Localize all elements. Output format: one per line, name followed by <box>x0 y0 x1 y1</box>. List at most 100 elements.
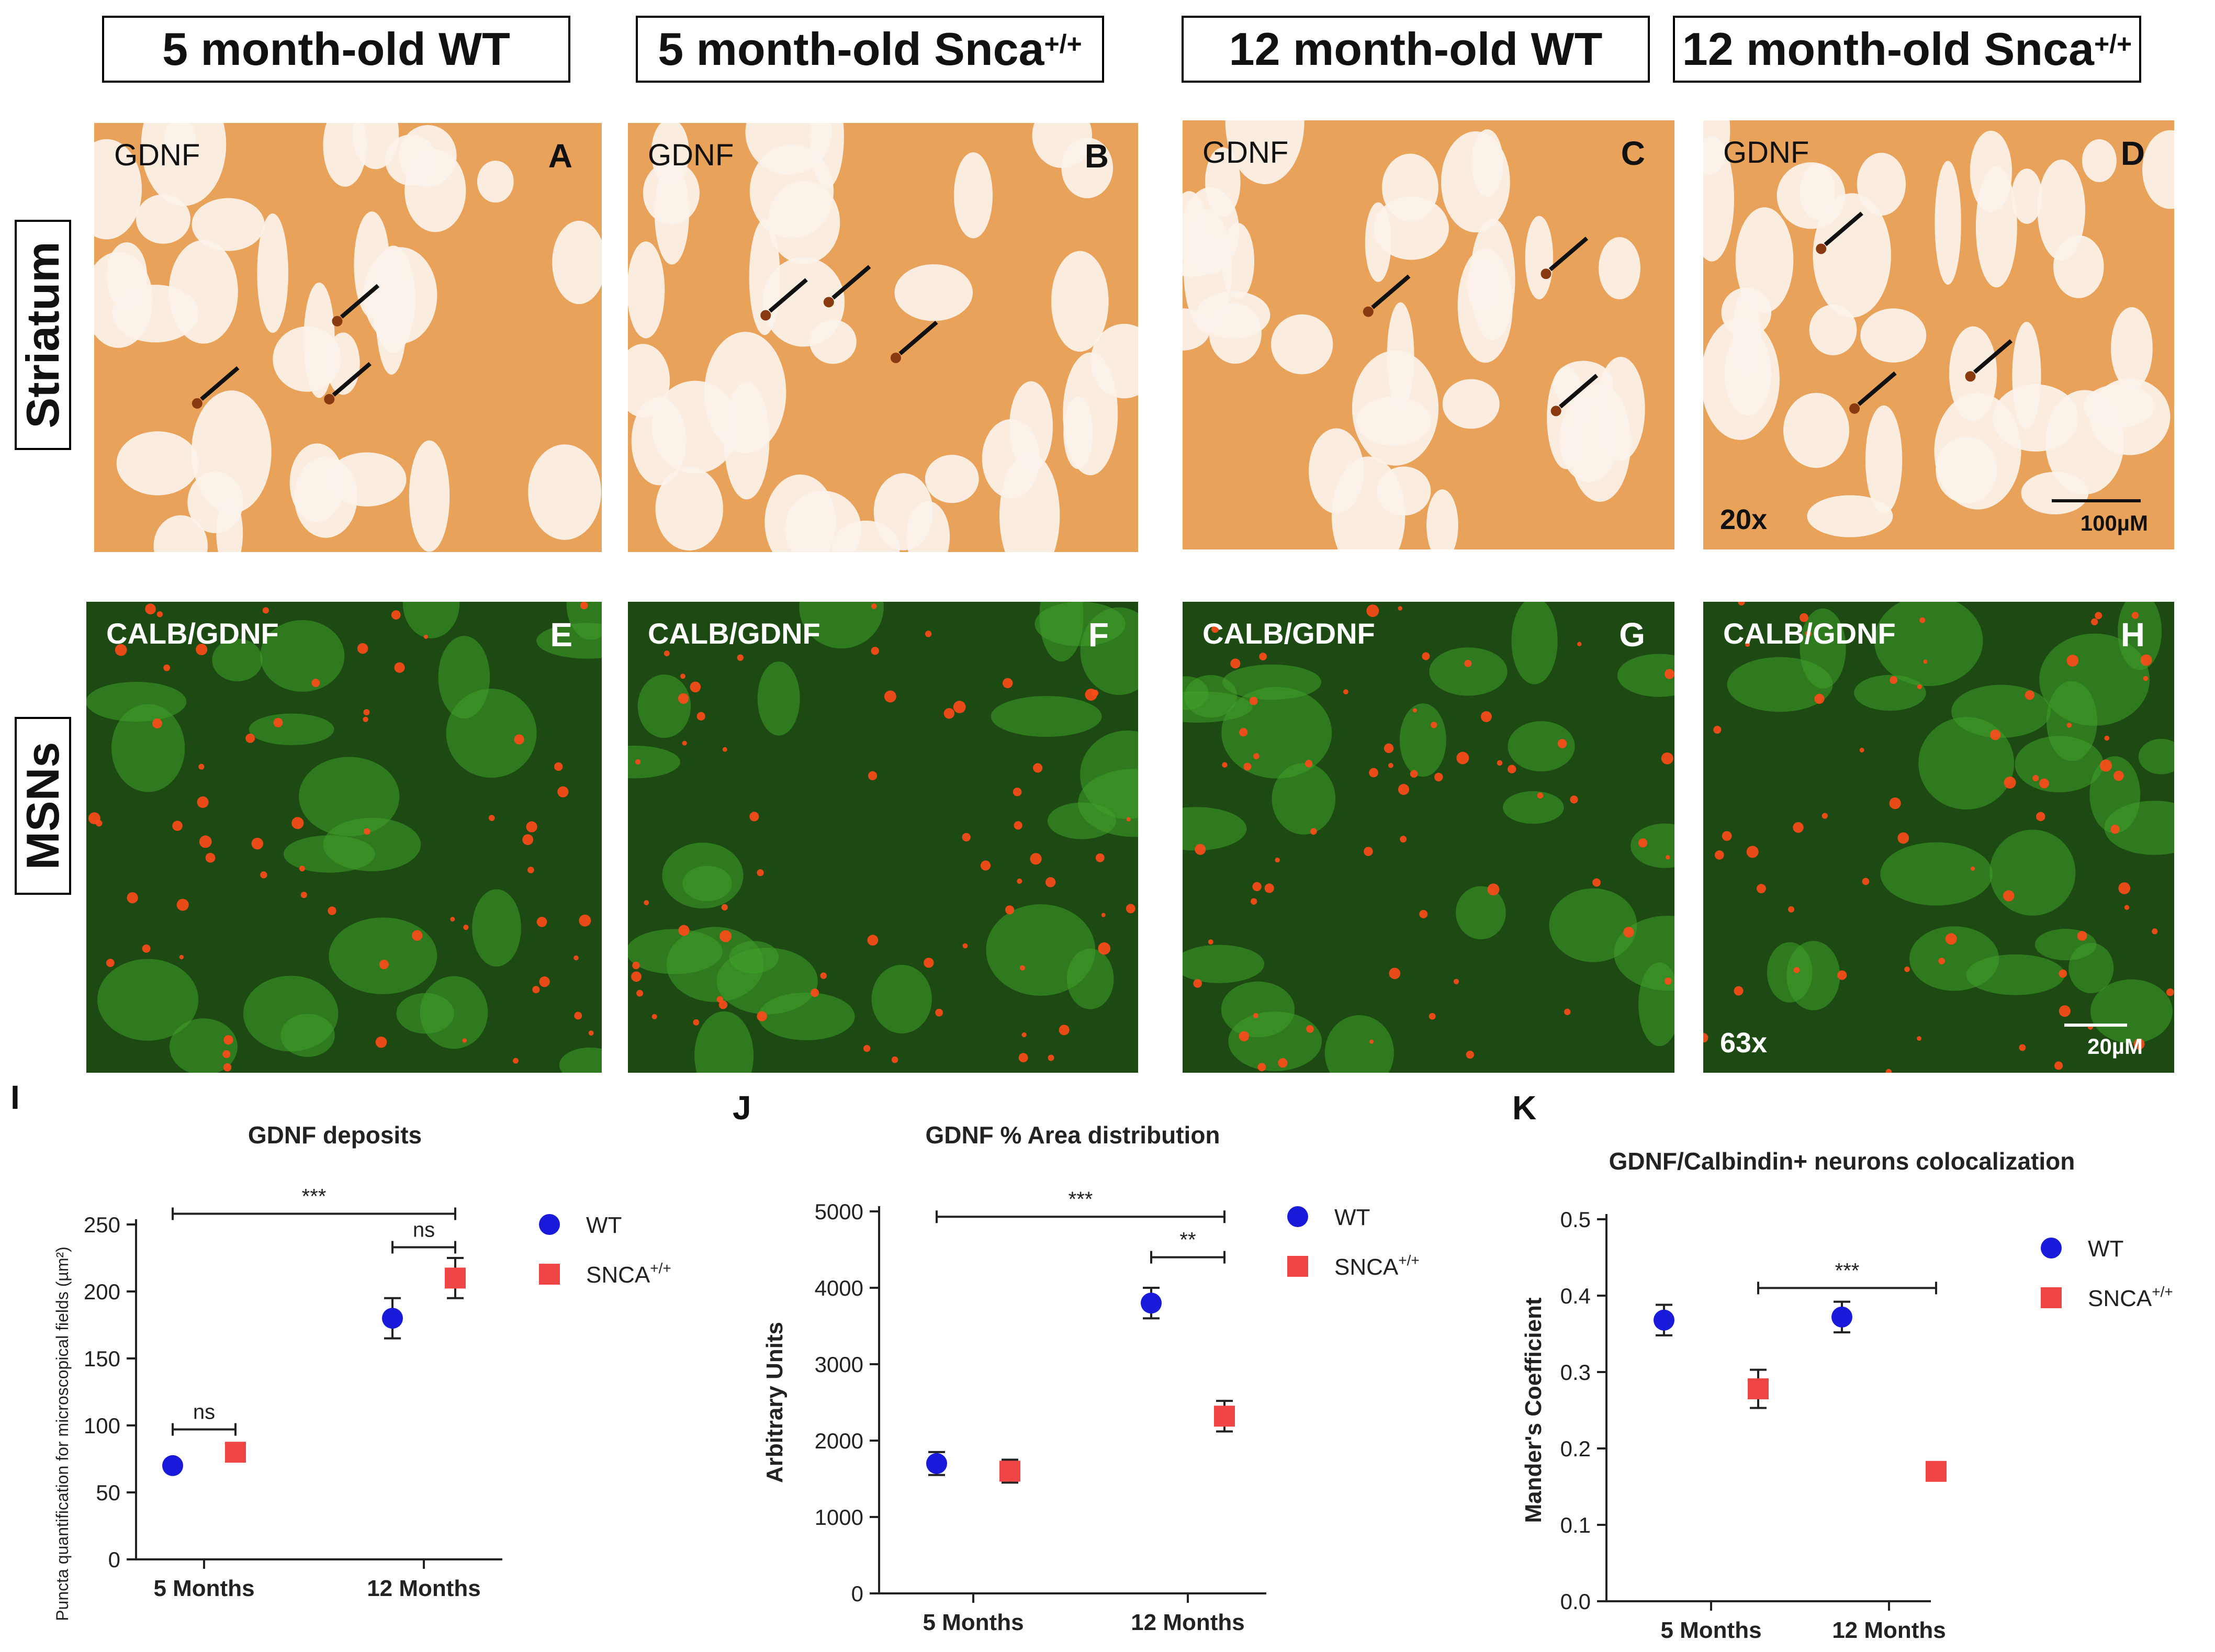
red-puncta <box>1101 913 1106 917</box>
arrow-indicator <box>1548 237 1589 272</box>
green-cell <box>559 1047 602 1073</box>
tissue-vacuole <box>323 123 367 187</box>
red-puncta <box>1793 967 1800 973</box>
column-header-text: 12 month-old Snca <box>1682 23 2094 75</box>
red-puncta <box>1885 1069 1892 1073</box>
red-puncta <box>580 602 588 610</box>
green-cell <box>1502 791 1564 824</box>
red-puncta <box>391 610 401 620</box>
red-puncta <box>1400 836 1407 843</box>
stained-cell <box>760 310 771 321</box>
tissue-vacuole <box>1599 237 1640 299</box>
green-cell <box>280 1014 335 1057</box>
micrograph-panel-b: GDNF B <box>628 123 1138 552</box>
red-puncta <box>2066 723 2072 728</box>
column-header-12mo-wt: 12 month-old WT <box>1182 16 1650 83</box>
tissue-vacuole <box>1051 251 1109 352</box>
red-puncta <box>1592 878 1601 887</box>
red-puncta <box>532 986 540 994</box>
tissue-vacuole <box>2045 390 2124 495</box>
red-puncta <box>176 898 189 911</box>
tissue-vacuole <box>528 444 601 540</box>
stained-cell <box>890 352 901 363</box>
fluorescence-panel-g: CALB/GDNF G <box>1183 602 1674 1073</box>
panel-letter: H <box>2120 616 2145 654</box>
red-puncta <box>197 796 209 808</box>
red-puncta <box>719 930 732 942</box>
red-puncta <box>2003 890 2015 902</box>
stained-cell <box>192 398 203 409</box>
red-puncta <box>690 681 701 693</box>
red-puncta <box>1480 711 1492 722</box>
micrograph-texture <box>1703 602 2174 1073</box>
red-puncta <box>588 1030 594 1036</box>
red-puncta <box>106 959 115 968</box>
data-point-snca <box>999 1460 1020 1482</box>
red-puncta <box>2019 1044 2026 1051</box>
tissue-vacuole <box>2142 130 2174 209</box>
stained-cell <box>1541 268 1551 279</box>
y-tick-label: 50 <box>96 1480 120 1505</box>
red-puncta <box>462 1038 467 1043</box>
stained-cell <box>1816 243 1827 254</box>
significance-label: ns <box>193 1401 215 1424</box>
x-tick-label: 12 Months <box>1131 1610 1245 1635</box>
red-puncta <box>179 954 184 960</box>
red-puncta <box>300 892 307 898</box>
red-puncta <box>1275 857 1280 863</box>
red-puncta <box>328 906 336 915</box>
green-cell <box>799 602 884 649</box>
y-tick-label: 0 <box>108 1547 120 1572</box>
red-puncta <box>2077 931 2087 941</box>
red-puncta <box>1369 768 1378 778</box>
legend-label-sup: +/+ <box>1398 1252 1419 1268</box>
red-puncta <box>1738 602 1745 606</box>
red-puncta <box>1002 678 1013 689</box>
red-puncta <box>423 634 428 639</box>
red-puncta <box>1919 617 1926 623</box>
red-puncta <box>935 1008 943 1017</box>
legend-label-sup: +/+ <box>2152 1284 2173 1300</box>
stained-cell <box>823 297 834 308</box>
y-tick-label: 0.1 <box>1560 1513 1591 1537</box>
green-cell <box>111 704 185 792</box>
red-puncta <box>199 835 212 848</box>
arrow-indicator <box>898 320 938 355</box>
tissue-vacuole <box>2111 307 2153 390</box>
green-cell <box>991 695 1102 737</box>
data-point-wt <box>1654 1309 1674 1331</box>
tissue-vacuole <box>385 134 437 186</box>
red-puncta <box>1252 882 1262 892</box>
tissue-vacuole <box>1221 223 1255 300</box>
micrograph-texture <box>1183 602 1674 1073</box>
green-cell <box>1456 886 1506 940</box>
green-cell <box>1617 654 1674 697</box>
red-puncta <box>1945 933 1957 945</box>
legend-marker-snca <box>539 1264 560 1285</box>
red-puncta <box>953 701 966 713</box>
red-puncta <box>1013 788 1022 796</box>
data-point-wt <box>162 1455 183 1476</box>
tissue-vacuole <box>1783 392 1850 468</box>
red-puncta <box>1384 743 1394 754</box>
magnification-label: 20x <box>1720 504 1768 535</box>
x-tick-label: 12 Months <box>1832 1617 1946 1643</box>
tissue-vacuole <box>1270 314 1333 375</box>
red-puncta <box>1665 669 1674 679</box>
green-cell <box>1508 721 1575 772</box>
green-cell <box>329 917 437 994</box>
red-puncta <box>2054 1061 2063 1070</box>
data-point-snca <box>1214 1406 1235 1427</box>
tissue-vacuole <box>327 452 407 507</box>
red-puncta <box>223 1063 232 1072</box>
red-puncta <box>1243 762 1252 771</box>
red-puncta <box>88 812 100 825</box>
green-cell <box>1066 948 1114 1009</box>
red-puncta <box>1230 658 1241 669</box>
y-tick-label: 5000 <box>815 1199 863 1224</box>
tissue-vacuole <box>1813 193 1891 318</box>
red-puncta <box>1257 1063 1266 1072</box>
red-puncta <box>1239 728 1248 737</box>
red-puncta <box>1195 844 1206 855</box>
red-puncta <box>1033 763 1043 773</box>
